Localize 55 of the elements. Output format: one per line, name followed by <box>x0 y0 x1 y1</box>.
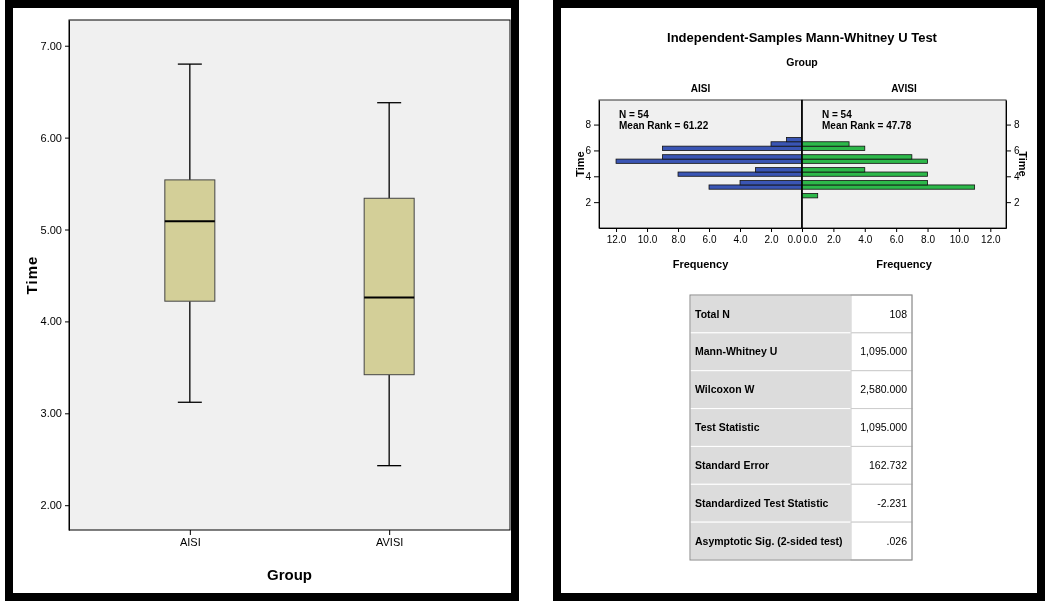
annotation: N = 54 <box>822 109 853 120</box>
x-tick-label: 12.0 <box>981 234 1001 246</box>
y-tick-label: 2 <box>1014 196 1020 208</box>
category-label: Mann-Whitney U <box>695 345 778 358</box>
text: AISI <box>690 83 711 94</box>
y-tick-label: 8 <box>1014 119 1020 131</box>
x-tick-label: 0.0 <box>803 234 818 246</box>
x-tick-label: 4.0 <box>733 234 748 246</box>
x-axis-title: Frequency <box>876 258 933 270</box>
x-tick-label: 8.0 <box>921 234 936 246</box>
text: 1,095.000 <box>860 345 907 358</box>
text: 108 <box>889 307 907 320</box>
y-tick-label: 8 <box>585 119 592 131</box>
chart-title: Independent-Samples Mann-Whitney U Test <box>667 30 938 45</box>
text: 1,095.000 <box>860 421 907 434</box>
category-label: Total N <box>695 307 730 320</box>
y-tick-label: 3.00 <box>40 407 62 420</box>
text: 162.732 <box>869 459 907 472</box>
y-tick-label: 4 <box>1014 170 1020 182</box>
y-tick-label: 2.00 <box>40 499 62 512</box>
y-tick-label: 2 <box>585 196 592 208</box>
x-tick-label: 2.0 <box>764 234 779 246</box>
annotation: N = 54 <box>619 109 650 120</box>
category-label: Wilcoxon W <box>695 383 755 396</box>
chart-subtitle: Group <box>786 56 818 68</box>
text: 2,580.000 <box>860 383 907 396</box>
x-tick-label: 6.0 <box>889 234 905 246</box>
y-tick-label: 4.00 <box>40 315 62 328</box>
x-tick-label: 10.0 <box>637 234 658 246</box>
x-tick-label: 4.0 <box>858 234 873 246</box>
x-axis-title: Frequency <box>672 258 730 270</box>
x-tick-label: 6.0 <box>702 234 717 246</box>
y-tick-label: 4 <box>585 170 592 182</box>
x-tick-label: 2.0 <box>826 234 842 246</box>
text: AVISI <box>891 83 917 94</box>
y-tick-label: 6 <box>1014 145 1020 157</box>
category-label: Asymptotic Sig. (2-sided test) <box>695 534 843 547</box>
x-tick-label: 12.0 <box>606 234 627 246</box>
x-tick-label: 0.0 <box>787 234 802 246</box>
y-tick-label: 5.00 <box>40 223 62 236</box>
category-label: Test Statistic <box>695 421 760 434</box>
annotation: Mean Rank = 47.78 <box>822 120 912 131</box>
y-tick-label: 6 <box>585 145 592 157</box>
x-tick-label: 10.0 <box>949 234 970 246</box>
annotation: Mean Rank = 61.22 <box>619 120 709 131</box>
text: .026 <box>886 534 907 547</box>
y-tick-label: 7.00 <box>40 39 62 52</box>
y-tick-label: 6.00 <box>40 131 62 144</box>
x-tick-label: 8.0 <box>671 234 686 246</box>
text: -2.231 <box>877 496 907 509</box>
category-label: Standardized Test Statistic <box>695 496 829 509</box>
y-axis-title: Time <box>573 151 586 177</box>
y-axis-title: Time <box>23 255 40 295</box>
x-axis-title: Group <box>267 566 312 583</box>
category-label: Standard Error <box>695 459 770 472</box>
